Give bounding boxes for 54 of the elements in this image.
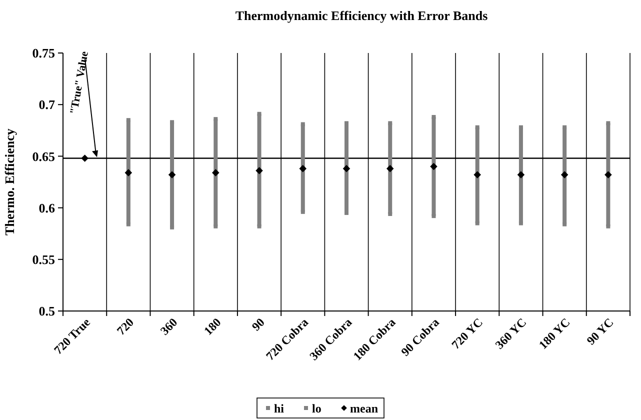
x-tick-label: 180 xyxy=(201,315,224,338)
point xyxy=(432,214,436,218)
x-tick-label: 720 xyxy=(114,315,137,338)
point xyxy=(606,224,610,228)
point xyxy=(214,117,218,122)
point xyxy=(475,125,480,130)
legend-label: lo xyxy=(312,402,322,416)
y-axis-title: Thermo. Efficiency xyxy=(2,128,17,236)
point xyxy=(474,171,481,178)
point xyxy=(562,222,567,226)
point xyxy=(388,121,392,126)
y-tick-label: 0.7 xyxy=(38,97,56,112)
point xyxy=(475,221,480,226)
legend-label: hi xyxy=(274,402,285,416)
point xyxy=(126,118,130,122)
point xyxy=(170,120,174,124)
point xyxy=(170,225,174,230)
point xyxy=(300,122,305,126)
point xyxy=(299,164,307,172)
point xyxy=(81,154,88,162)
chart-title: Thermodynamic Efficiency with Error Bands xyxy=(235,8,488,23)
y-tick-label: 0.55 xyxy=(32,252,56,267)
point xyxy=(124,169,132,176)
x-tick-label: 180 YC xyxy=(536,315,573,352)
point xyxy=(560,171,568,178)
point xyxy=(606,121,610,126)
point xyxy=(212,169,220,176)
point xyxy=(432,114,436,119)
x-tick-label: 720 YC xyxy=(448,315,486,352)
x-tick-label: 90 YC xyxy=(584,315,616,348)
x-tick-label: 90 xyxy=(249,315,268,334)
point xyxy=(256,166,263,174)
point xyxy=(386,164,394,172)
point xyxy=(126,222,130,226)
point xyxy=(604,171,612,178)
point xyxy=(388,212,392,216)
x-tick-label: 360 YC xyxy=(492,315,530,352)
legend-label: mean xyxy=(350,402,378,416)
point xyxy=(300,210,305,214)
ref-line-label: "True" Value xyxy=(68,50,91,116)
y-tick-label: 0.65 xyxy=(32,148,56,164)
x-tick-label: 360 xyxy=(158,315,180,338)
point xyxy=(342,164,350,172)
point xyxy=(517,171,525,178)
point xyxy=(518,125,523,130)
point xyxy=(562,125,567,130)
y-tick-label: 0.75 xyxy=(32,46,56,61)
point xyxy=(168,171,176,178)
y-tick-label: 0.6 xyxy=(38,200,56,216)
point xyxy=(430,162,438,170)
point xyxy=(257,112,262,116)
point xyxy=(257,224,262,228)
point xyxy=(518,221,523,226)
point xyxy=(214,224,218,228)
